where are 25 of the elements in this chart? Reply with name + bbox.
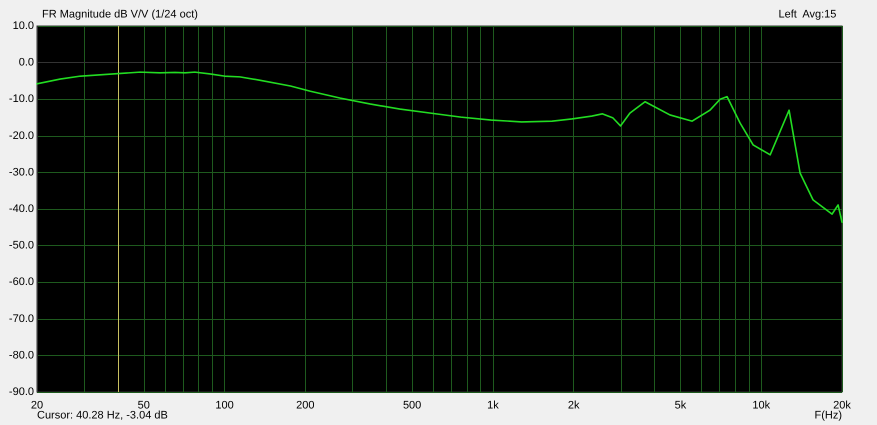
x-tick-label: 2k (568, 400, 580, 412)
chart-title: FR Magnitude dB V/V (1/24 oct) (42, 8, 198, 20)
x-tick-label: 20 (30, 400, 44, 412)
y-tick-label: -70.0 (8, 312, 34, 325)
x-tick-label: 5k (674, 400, 687, 412)
x-tick-label: 10k (752, 400, 771, 412)
y-tick-label: -20.0 (8, 130, 34, 142)
text: Left Avg:15 (778, 8, 836, 20)
x-tick-label: 20k (833, 400, 852, 412)
x-tick-label: 200 (296, 400, 315, 412)
text: Cursor: 40.28 Hz, -3.04 dB (37, 410, 168, 422)
y-tick-label: -50.0 (8, 240, 34, 252)
y-tick-label: 10.0 (12, 20, 34, 32)
y-tick-label: -90.0 (8, 386, 34, 398)
y-tick-label: -40.0 (8, 203, 34, 215)
y-tick-label: -60.0 (8, 276, 34, 288)
y-tick-label: -10.0 (8, 93, 34, 106)
y-tick-label: -30.0 (8, 166, 34, 178)
x-tick-label: 500 (402, 400, 422, 412)
x-tick-label: 100 (215, 400, 234, 412)
y-tick-label: 0.0 (18, 56, 34, 69)
y-tick-label: -80.0 (8, 349, 34, 362)
x-tick-label: 50 (138, 400, 150, 412)
x-tick-label: 1k (487, 400, 500, 412)
x-axis-title: F(Hz) (814, 410, 842, 422)
